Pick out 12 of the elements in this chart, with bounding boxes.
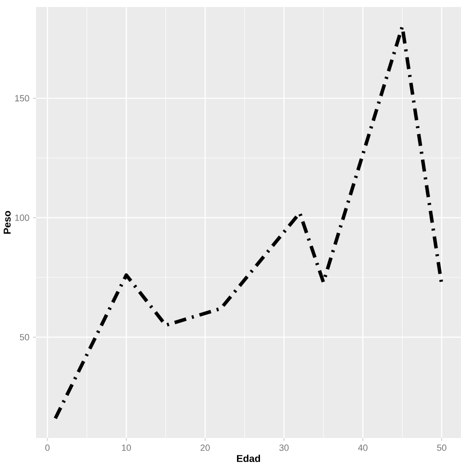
x-tick-label: 0 [45,444,50,451]
y-tick-label: 150 [15,95,30,102]
line-series [54,24,444,420]
x-axis-title: Edad [237,454,260,462]
x-tick-label: 40 [358,444,368,451]
x-tick-label: 30 [279,444,289,451]
y-tick-label: 50 [20,334,30,340]
y-axis-title: Peso [4,210,11,234]
x-tick-label: 50 [437,444,446,451]
x-tick-label: 20 [200,444,210,451]
x-tick-label: 10 [122,444,131,451]
y-tick-label: 100 [15,214,30,221]
